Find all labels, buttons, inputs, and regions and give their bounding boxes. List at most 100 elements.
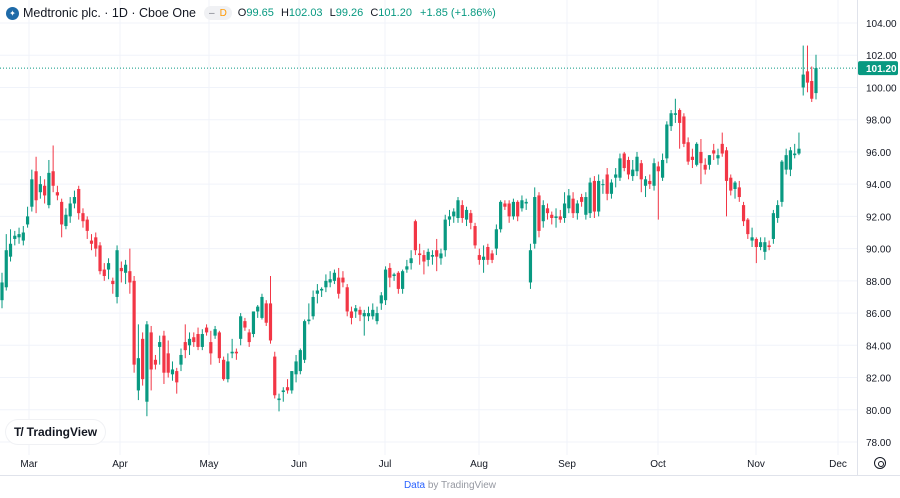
candle-up (328, 271, 332, 288)
candle-up (13, 230, 17, 246)
candle-up (47, 159, 51, 209)
medtronic-logo-icon: ✦ (6, 6, 19, 20)
candle-body (81, 213, 85, 222)
candle-body (660, 159, 665, 178)
candle-body (716, 155, 720, 159)
candle-body (405, 266, 409, 270)
price-axis[interactable]: 78.00 80.00 82.00 84.00 86.00 88.00 90.00 92.00… (866, 19, 897, 449)
candle-body (763, 242, 767, 252)
candle-body (30, 179, 34, 207)
candle-down (268, 276, 273, 344)
candle-up (362, 309, 366, 336)
candle-body (801, 74, 805, 88)
open-value: 99.65 (246, 7, 274, 19)
candle-up (771, 209, 775, 244)
candle-up (354, 305, 358, 318)
candle-body (204, 327, 209, 333)
candle-body (776, 205, 780, 218)
candle-down (85, 216, 89, 239)
price-tick-label: 94.00 (866, 180, 891, 191)
candle-body (690, 156, 695, 160)
tradingview-watermark[interactable]: T/ TradingView (6, 420, 106, 444)
candle-body (4, 250, 8, 288)
candle-down (149, 325, 153, 391)
candle-body (456, 200, 460, 218)
candle-body (285, 387, 290, 391)
settings-gear-icon[interactable] (874, 457, 886, 469)
candle-up (554, 208, 558, 228)
candle-up (575, 200, 579, 220)
candle-down (341, 271, 345, 288)
candle-down (605, 168, 609, 201)
candle-body (703, 164, 707, 170)
candle-up (72, 190, 77, 209)
tradingview-logo-icon: T/ (14, 425, 24, 439)
candle-up (601, 179, 605, 194)
candle-body (166, 353, 170, 373)
candle-body (243, 321, 247, 328)
candle-down (243, 317, 247, 331)
candle-up (481, 245, 486, 273)
candle-up (8, 229, 13, 262)
candle-body (562, 203, 567, 218)
time-tick-label: Sep (558, 459, 576, 470)
candle-body (379, 295, 383, 304)
candle-up (25, 206, 30, 228)
candle-up (733, 180, 737, 199)
last-price-label-bg (858, 61, 898, 76)
candle-down (358, 306, 362, 322)
candle-body (481, 256, 486, 260)
time-tick-label: Mar (20, 459, 38, 470)
candle-body (788, 150, 793, 170)
candle-body (324, 280, 328, 288)
candle-body (77, 188, 81, 214)
candle-body (682, 116, 686, 144)
candle-body (175, 371, 179, 383)
candle-body (635, 156, 639, 172)
candle-down (746, 217, 750, 239)
candle-down (690, 148, 695, 169)
candle-down (537, 192, 541, 238)
candle-body (187, 338, 192, 346)
data-link[interactable]: Data (403, 480, 426, 491)
candle-body (447, 216, 452, 220)
candle-down (699, 139, 703, 185)
candle-up (511, 198, 516, 220)
candle-body (729, 177, 733, 191)
candle-up (801, 45, 805, 96)
candle-down (622, 151, 626, 172)
candle-body (746, 219, 750, 235)
candle-body (805, 71, 810, 83)
candle-down (349, 306, 354, 325)
candle-body (477, 255, 481, 260)
candle-up (332, 269, 337, 285)
candle-up (375, 306, 379, 325)
candle-body (754, 238, 758, 247)
candle-up (68, 197, 72, 223)
candle-body (392, 274, 396, 277)
candle-down (264, 300, 268, 326)
market-status-badge[interactable]: – D (204, 6, 232, 20)
time-axis[interactable]: Mar Apr May Jun Jul Aug Sep Oct Nov Dec (20, 459, 847, 470)
candle-body (418, 253, 422, 256)
candle-up (200, 329, 204, 351)
candle-body (720, 143, 724, 154)
candle-body (503, 203, 507, 207)
candle-body (60, 201, 64, 225)
candle-up (643, 176, 648, 198)
candle-body (383, 269, 388, 301)
price-tick-label: 84.00 (866, 341, 891, 352)
candle-down (388, 263, 392, 288)
candle-body (665, 124, 669, 159)
candle-body (358, 309, 362, 315)
candle-up (213, 325, 217, 339)
candle-down (422, 250, 426, 275)
candle-up (614, 168, 618, 188)
candle-body (528, 250, 533, 283)
candle-body (213, 329, 217, 336)
candle-body (345, 287, 349, 312)
symbol-title[interactable]: Medtronic plc. · 1D · Cboe One (23, 6, 196, 20)
candle-body (588, 182, 592, 214)
candle-down (737, 180, 741, 202)
